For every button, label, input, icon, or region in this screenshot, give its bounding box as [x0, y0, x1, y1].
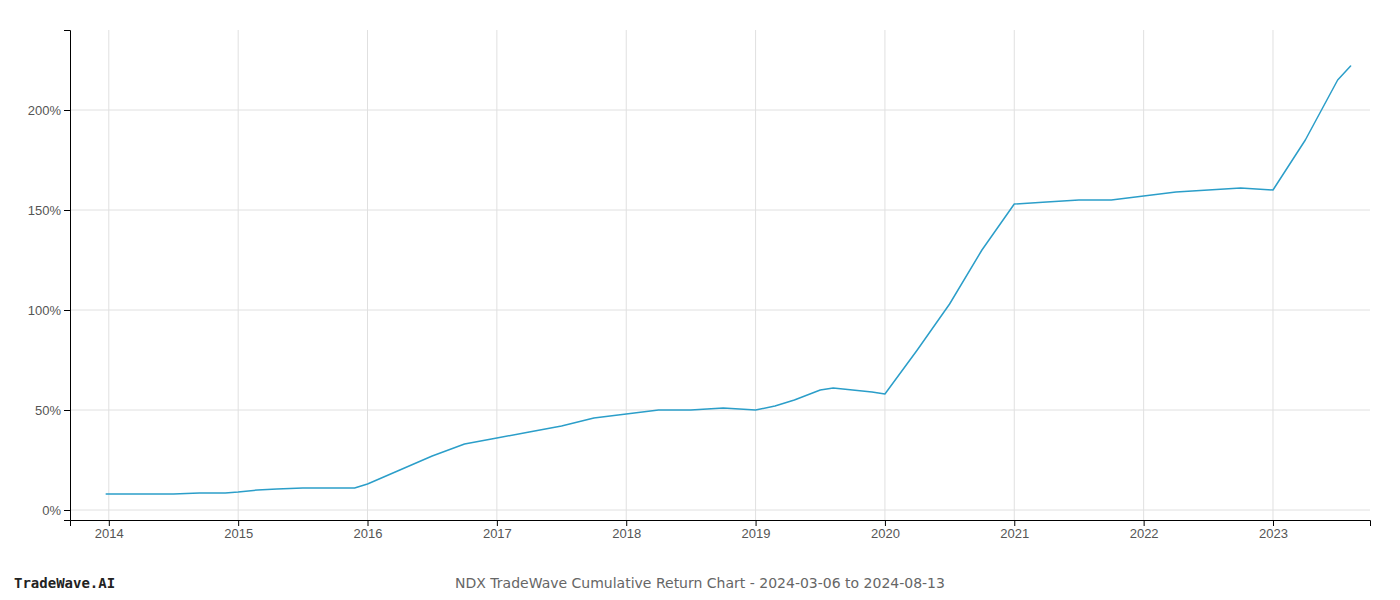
x-tick-mark [109, 520, 110, 526]
x-tick-label: 2017 [483, 526, 512, 541]
plot: 2014 2015 2016 2017 2018 2019 2020 2021 2022 2023… [28, 30, 1371, 541]
grid-line-x [108, 30, 109, 520]
grid-line-x [1014, 30, 1015, 520]
x-tick: 2018 [612, 520, 641, 541]
x-tick-mark [1014, 520, 1015, 526]
x-tick: 2019 [742, 520, 771, 541]
grid-line-y [70, 310, 1370, 311]
y-tick: 200% [28, 103, 70, 118]
grid-line-x [884, 30, 885, 520]
grid-line-x [496, 30, 497, 520]
x-tick-mark [885, 520, 886, 526]
x-tick-mark [1144, 520, 1145, 526]
x-tick-label: 2014 [95, 526, 124, 541]
y-tick-label: 0% [42, 503, 61, 518]
grid [70, 30, 1370, 520]
grid-line-x [367, 30, 368, 520]
x-axis-line [71, 521, 1371, 527]
x-tick: 2021 [1000, 520, 1029, 541]
marks [106, 66, 1350, 494]
y-tick-label: 100% [28, 303, 62, 318]
grid-line-x [626, 30, 627, 520]
y-tick-mark [64, 410, 70, 411]
x-tick: 2023 [1259, 520, 1288, 541]
grid-line-x [755, 30, 756, 520]
x-tick-label: 2019 [742, 526, 771, 541]
x-tick-label: 2022 [1130, 526, 1159, 541]
x-tick-label: 2015 [224, 526, 253, 541]
x-tick: 2020 [871, 520, 900, 541]
line [106, 66, 1350, 494]
x-tick-label: 2023 [1259, 526, 1288, 541]
x-axis: 2014 2015 2016 2017 2018 2019 2020 2021 2022 2023 [71, 520, 1371, 541]
x-tick: 2015 [224, 520, 253, 541]
x-tick-mark [368, 520, 369, 526]
y-tick-mark [64, 110, 70, 111]
y-tick: 100% [28, 303, 70, 318]
x-tick-mark [497, 520, 498, 526]
y-tick-mark [64, 210, 70, 211]
x-tick-mark [238, 520, 239, 526]
x-tick-label: 2021 [1000, 526, 1029, 541]
chart: 2014 2015 2016 2017 2018 2019 2020 2021 2022 2023… [0, 0, 1400, 600]
x-tick: 2017 [483, 520, 512, 541]
grid-line-y [70, 410, 1370, 411]
grid-line-x [1143, 30, 1144, 520]
y-axis: 0% 50% 100% 150% 200% [28, 31, 71, 521]
x-tick-mark [756, 520, 757, 526]
x-tick: 2022 [1130, 520, 1159, 541]
y-tick: 0% [42, 503, 70, 518]
y-tick-label: 50% [35, 403, 61, 418]
y-tick-mark [64, 510, 70, 511]
y-tick-mark [64, 310, 70, 311]
grid-line-x [1272, 30, 1273, 520]
grid-line-y [70, 210, 1370, 211]
x-tick-mark [1273, 520, 1274, 526]
x-tick-label: 2016 [354, 526, 383, 541]
grid-line-y [70, 110, 1370, 111]
y-tick: 50% [35, 403, 70, 418]
x-tick: 2016 [354, 520, 383, 541]
y-tick-label: 150% [28, 203, 62, 218]
y-tick: 150% [28, 203, 70, 218]
x-tick: 2014 [95, 520, 124, 541]
title: NDX TradeWave Cumulative Return Chart - … [455, 575, 945, 591]
watermark: TradeWave.AI [14, 575, 115, 591]
x-tick-mark [626, 520, 627, 526]
x-tick-label: 2018 [612, 526, 641, 541]
y-tick-label: 200% [28, 103, 62, 118]
grid-line-y [70, 510, 1370, 511]
y-axis-line [64, 31, 71, 521]
grid-line-x [238, 30, 239, 520]
x-tick-label: 2020 [871, 526, 900, 541]
